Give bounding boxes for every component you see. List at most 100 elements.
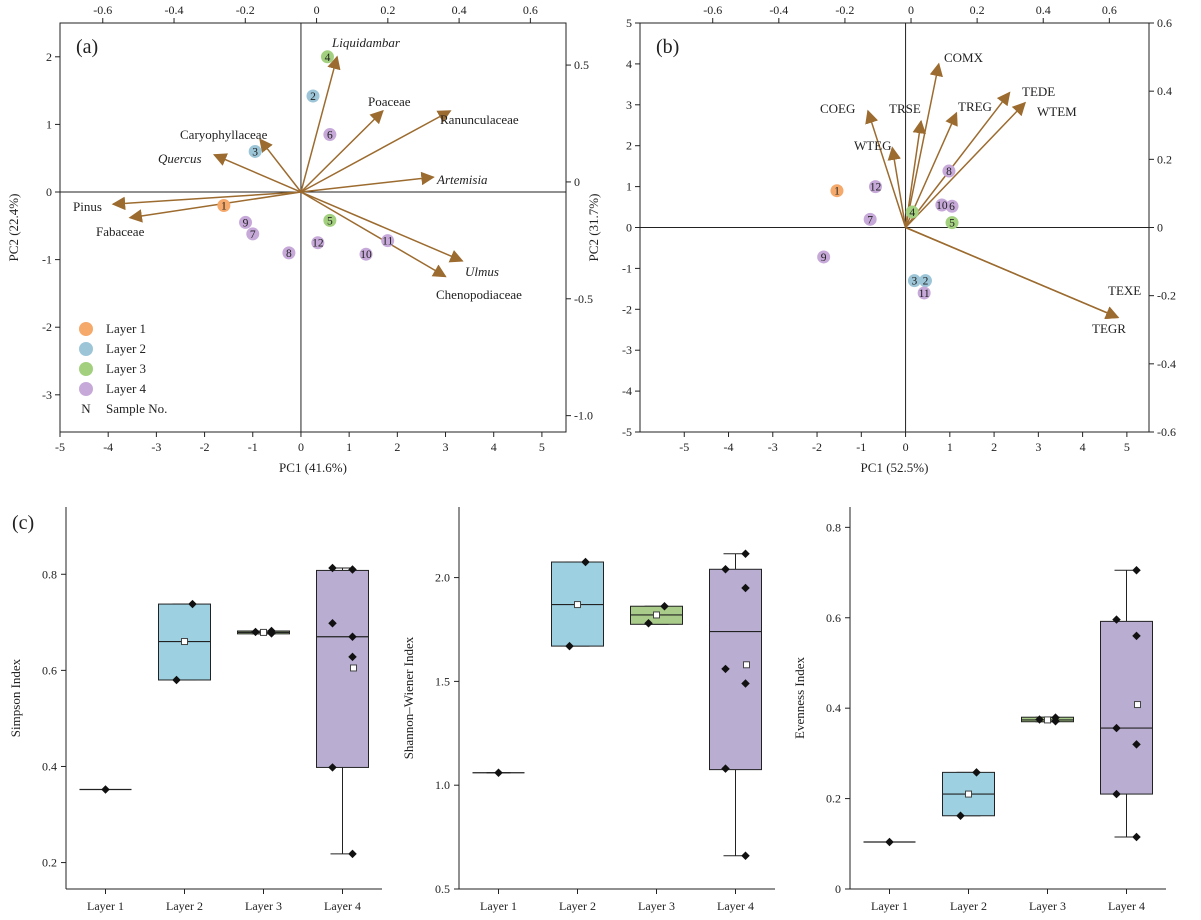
sample-point [830, 184, 844, 198]
sample-number: 10 [936, 200, 948, 212]
loading-label: TEDE [1022, 84, 1055, 99]
sample-point [863, 212, 877, 226]
loading-arrow [904, 91, 1011, 228]
sample-number: 1 [834, 186, 840, 198]
right-tick-label: 0 [574, 175, 580, 189]
y-tick-label: 0.5 [435, 882, 450, 896]
loading-label: Poaceae [368, 94, 411, 109]
top-tick-label: 0.4 [1036, 3, 1051, 17]
x-tick-label: -1 [856, 440, 866, 454]
x-tick-label: 5 [1124, 440, 1130, 454]
sample-number: 12 [312, 238, 324, 250]
sample-number: 3 [252, 146, 258, 158]
loading-arrow [300, 191, 447, 278]
y-tick-label: -4 [622, 384, 632, 398]
y-tick-label: -2 [42, 320, 52, 334]
sample-number: 7 [250, 229, 256, 241]
loading-label: WTEM [1037, 104, 1077, 119]
category-label: Layer 1 [480, 899, 517, 913]
y-tick-label: 2.0 [435, 571, 450, 585]
data-point [251, 627, 260, 637]
x-tick-label: 2 [394, 440, 400, 454]
loading-label: Artemisia [436, 172, 488, 187]
y-tick-label: 2 [626, 139, 632, 153]
sample-point [942, 164, 956, 178]
sample-number: 11 [919, 288, 930, 300]
sample-point [239, 215, 253, 229]
legend-label: Layer 1 [106, 321, 146, 336]
y-tick-label: 0.8 [826, 520, 841, 534]
right-tick-label: 0.6 [1157, 16, 1172, 30]
x-tick-label: -4 [103, 440, 113, 454]
sample-number: 9 [243, 217, 249, 229]
data-point [1051, 717, 1060, 726]
data-point [1035, 715, 1044, 724]
loading-arrow [300, 171, 435, 193]
right-tick-label: -0.4 [1157, 357, 1176, 371]
data-point [741, 583, 750, 593]
data-point [581, 557, 590, 567]
top-tick-label: -0.6 [93, 3, 112, 17]
loading-label: Ranunculaceae [440, 112, 519, 127]
sample-point [918, 274, 932, 288]
category-label: Layer 4 [324, 899, 361, 913]
legend-sample-label: Sample No. [106, 401, 167, 416]
y-tick-label: 0 [626, 221, 632, 235]
loading-arrow [212, 153, 302, 193]
sample-point [907, 274, 921, 288]
data-point [565, 641, 574, 651]
top-tick-label: -0.6 [703, 3, 722, 17]
sample-number: 8 [946, 166, 952, 178]
sample-point [945, 216, 959, 230]
top-tick-label: 0 [908, 3, 914, 17]
top-tick-label: -0.2 [236, 3, 255, 17]
panel-label: (c) [12, 512, 34, 534]
loading-arrow [865, 109, 907, 228]
mean-marker [350, 664, 357, 672]
data-point [741, 851, 750, 861]
sample-point [246, 227, 260, 241]
loading-label: COEG [820, 101, 855, 116]
top-tick-label: -0.4 [769, 3, 788, 17]
sample-number: 2 [310, 91, 316, 103]
x-tick-label: 4 [491, 440, 497, 454]
top-tick-label: -0.4 [165, 3, 184, 17]
legend-swatch [79, 322, 93, 336]
loading-arrow [259, 138, 302, 193]
loading-label: COMX [944, 50, 984, 65]
sample-point [905, 205, 919, 219]
y-tick-label: -2 [622, 302, 632, 316]
data-point [328, 619, 337, 628]
box-iqr [1100, 620, 1153, 795]
y-axis-title: Shannon–Wiener Index [401, 636, 416, 759]
sample-number: 9 [821, 252, 827, 264]
x-tick-label: 0 [903, 440, 909, 454]
top-tick-label: 0.4 [452, 3, 467, 17]
loading-arrow [887, 146, 907, 228]
sample-number: 5 [327, 215, 333, 227]
mean-marker [1134, 701, 1141, 709]
data-point [885, 837, 894, 847]
x-tick-label: 1 [346, 440, 352, 454]
box-iqr [709, 568, 762, 771]
y-tick-label: -1 [622, 261, 632, 275]
sample-point [381, 234, 395, 248]
evenness-boxplot-panel: 0 0.2 0.4 0.6 0.8 Layer 1 Layer 2 Layer 3 Layer … [792, 507, 1166, 913]
right-tick-label: 0.4 [1157, 84, 1172, 98]
legend-label: Layer 2 [106, 341, 146, 356]
y-tick-label: 1.5 [435, 674, 450, 688]
y-tick-label: 3 [626, 98, 632, 112]
x-tick-label: -5 [679, 440, 689, 454]
box-iqr [316, 569, 369, 768]
y-tick-label: 0.4 [826, 701, 841, 715]
mean-marker [181, 638, 188, 646]
loading-arrow [300, 55, 341, 193]
y-tick-label: 0.4 [42, 759, 57, 773]
data-point [348, 632, 357, 641]
sample-point [323, 213, 337, 227]
mean-marker [260, 628, 267, 636]
sample-point [306, 89, 320, 103]
sample-number: 10 [360, 249, 372, 261]
y-tick-label: -5 [622, 425, 632, 439]
